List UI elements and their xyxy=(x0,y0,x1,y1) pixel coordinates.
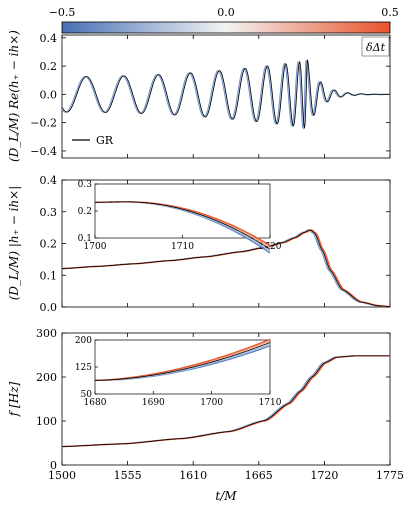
series-line-middle xyxy=(62,229,390,307)
inset-x-tick-label: 1710 xyxy=(259,398,282,408)
colorbar-tick-mid: 0.0 xyxy=(217,6,235,19)
inset-y-tick-label: 50 xyxy=(81,390,93,400)
inset-x-tick-label: 1700 xyxy=(200,398,223,408)
inset-y-tick-label: 200 xyxy=(75,336,92,346)
colorbar-label: δΔt xyxy=(366,41,386,54)
series-line-top xyxy=(62,60,390,129)
y-axis-label-top: (D_L/M) Re(h₊ − ih×) xyxy=(7,30,21,162)
legend-label-gr: GR xyxy=(96,134,114,147)
x-tick-label: 1555 xyxy=(114,469,142,482)
series-line-middle xyxy=(62,229,390,307)
y-tick-label-middle: 0.0 xyxy=(40,301,58,314)
x-tick-label: 1775 xyxy=(376,469,404,482)
inset-y-tick-label: 125 xyxy=(75,363,92,373)
series-line-middle xyxy=(62,229,390,307)
gr-line-middle xyxy=(62,229,390,307)
x-axis-label: t/M xyxy=(215,489,237,503)
colorbar-tick-high: 0.5 xyxy=(381,6,399,19)
colorbar: −0.5 0.0 0.5 xyxy=(49,6,399,34)
inset-x-tick-label: 1680 xyxy=(84,398,107,408)
panel-top: 0.4 0.2 0.0 −0.2 −0.4 δΔt GR (D_L/M) Re(h₊ −… xyxy=(7,30,391,162)
legend: GR xyxy=(72,134,114,147)
gr-line-top xyxy=(62,59,390,130)
y-tick-label-bottom: 0 xyxy=(50,459,57,472)
y-tick-label-top: −0.2 xyxy=(30,117,57,130)
inset-x-tick-label: 1710 xyxy=(171,242,194,252)
inset-x-tick-label: 1700 xyxy=(84,242,107,252)
y-tick-label-middle: 0.1 xyxy=(40,269,58,282)
inset-gr-line-middle xyxy=(94,201,271,250)
inset-series-line-bottom xyxy=(94,338,271,381)
inset-gr-line-bottom xyxy=(94,342,271,381)
x-tick-label: 1665 xyxy=(245,469,273,482)
gr-line-bottom xyxy=(62,355,390,447)
inset-y-tick-label: 0.1 xyxy=(78,234,92,244)
y-tick-label-bottom: 300 xyxy=(36,327,57,340)
y-tick-label-top: 0.2 xyxy=(40,60,58,73)
x-tick-label: 1610 xyxy=(179,469,207,482)
y-tick-label-top: 0.0 xyxy=(40,88,58,101)
inset-x-tick-label: 1690 xyxy=(142,398,165,408)
y-tick-label-bottom: 200 xyxy=(36,371,57,384)
y-tick-label-middle: 0.4 xyxy=(40,174,58,187)
y-axis-label-bottom: f [Hz] xyxy=(7,381,21,417)
inset-y-tick-label: 0.2 xyxy=(78,207,92,217)
inset-y-tick-label: 0.3 xyxy=(78,180,93,190)
y-tick-label-bottom: 100 xyxy=(36,415,57,428)
y-tick-label-top: 0.4 xyxy=(40,32,58,45)
x-tick-label: 1720 xyxy=(310,469,338,482)
y-axis-label-middle: (D_L/M) |h₊ − ih×| xyxy=(7,186,21,301)
colorbar-tick-low: −0.5 xyxy=(49,6,76,19)
y-tick-label-middle: 0.3 xyxy=(40,206,58,219)
inset-bottom: 1680 1690 1700 1710 200 125 50 xyxy=(75,336,282,408)
y-tick-label-middle: 0.2 xyxy=(40,238,58,251)
y-tick-label-top: −0.4 xyxy=(30,145,57,158)
series-line-middle xyxy=(62,229,390,307)
x-tick-label: 1500 xyxy=(48,469,76,482)
colorbar-label-box: δΔt xyxy=(361,36,390,57)
